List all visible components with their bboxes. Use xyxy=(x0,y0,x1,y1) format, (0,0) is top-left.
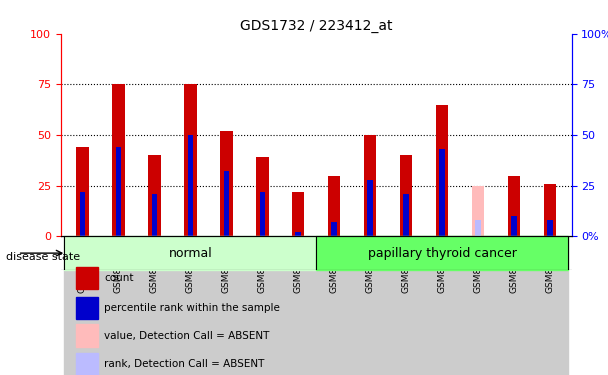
Bar xyxy=(316,236,352,375)
Bar xyxy=(508,176,520,236)
Bar xyxy=(76,267,97,289)
Bar xyxy=(244,236,280,375)
Bar xyxy=(331,222,337,236)
Bar xyxy=(364,135,376,236)
Bar xyxy=(316,236,568,270)
Bar xyxy=(424,236,460,375)
Bar xyxy=(100,236,136,375)
Bar xyxy=(532,236,568,375)
Title: GDS1732 / 223412_at: GDS1732 / 223412_at xyxy=(240,19,392,33)
Bar xyxy=(496,236,532,375)
Bar xyxy=(209,236,244,375)
Bar xyxy=(224,171,229,236)
Bar xyxy=(328,176,340,236)
Bar xyxy=(403,194,409,236)
Bar xyxy=(76,297,97,319)
Bar xyxy=(220,131,232,236)
Bar xyxy=(440,149,444,236)
Text: rank, Detection Call = ABSENT: rank, Detection Call = ABSENT xyxy=(104,359,264,369)
Bar xyxy=(400,155,412,236)
Bar xyxy=(436,105,448,236)
Bar xyxy=(184,84,196,236)
Text: disease state: disease state xyxy=(6,252,80,262)
Bar xyxy=(136,236,172,375)
Bar xyxy=(188,135,193,236)
Text: value, Detection Call = ABSENT: value, Detection Call = ABSENT xyxy=(104,330,269,340)
Bar xyxy=(148,155,161,236)
Bar xyxy=(80,192,85,236)
Bar xyxy=(280,236,316,375)
Text: normal: normal xyxy=(168,247,212,259)
Text: percentile rank within the sample: percentile rank within the sample xyxy=(104,303,280,313)
Text: papillary thyroid cancer: papillary thyroid cancer xyxy=(368,247,516,259)
Bar xyxy=(151,194,157,236)
Bar xyxy=(260,192,265,236)
Bar xyxy=(547,220,553,236)
Bar xyxy=(367,180,373,236)
Bar xyxy=(472,186,485,236)
Bar xyxy=(76,353,97,375)
Bar xyxy=(388,236,424,375)
Bar xyxy=(64,236,100,375)
Bar xyxy=(292,192,305,236)
Bar xyxy=(116,147,121,236)
Bar xyxy=(460,236,496,375)
Bar xyxy=(475,220,481,236)
Bar xyxy=(172,236,209,375)
Text: count: count xyxy=(104,273,134,283)
Bar xyxy=(256,157,269,236)
Bar xyxy=(76,324,97,346)
Bar xyxy=(352,236,388,375)
Bar xyxy=(544,184,556,236)
Bar xyxy=(511,216,517,236)
Bar xyxy=(64,236,316,270)
Bar xyxy=(295,232,301,236)
Bar xyxy=(76,147,89,236)
Bar xyxy=(112,84,125,236)
